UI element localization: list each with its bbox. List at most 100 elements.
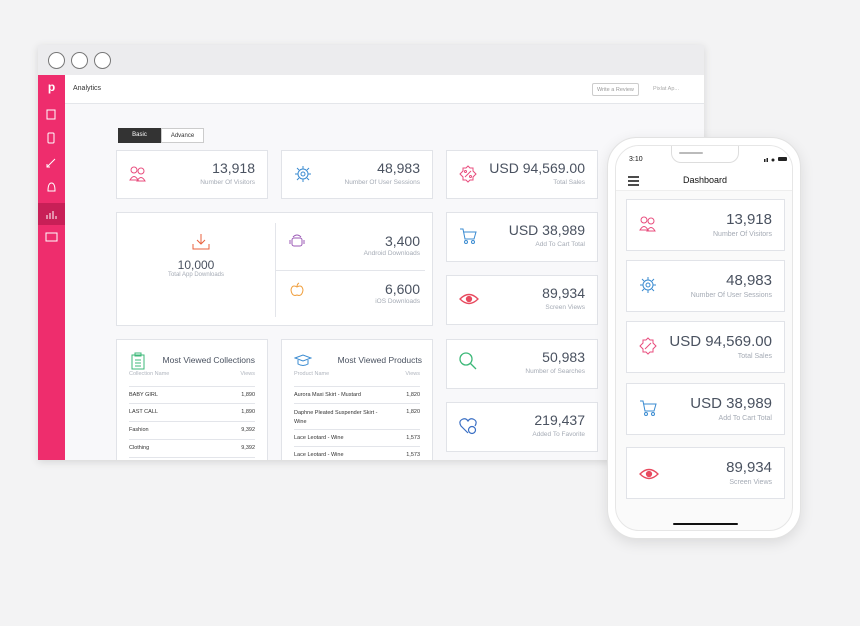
logo[interactable]: p [47,80,56,94]
icon [290,282,304,296]
column-header: Collection Name [129,371,170,377]
stat-value: USD 94,569.00 [669,333,772,350]
header: Analytics Write a Review Pixlat Ap... [65,75,704,104]
table-row: BABY GIRL 1,890 [129,386,255,398]
app-menu[interactable]: Pixlat Ap... [653,86,679,92]
stat-value: 219,437 [534,412,585,428]
stat-value: 3,400 [384,233,420,249]
table-title: Most Viewed Products [337,355,422,365]
icon [639,337,657,355]
icon [289,234,305,247]
icon [459,165,477,183]
stat-label: Total Sales [737,353,772,360]
table-row: Daphne Pleated Suspender Skirt - Wine 1,8… [294,403,420,427]
cell: Aurora Maxi Skirt - Mustard [294,392,361,398]
stat-card: USD 94,569.00 Total Sales [626,321,785,373]
cell: 1,890 [241,392,255,398]
icon [459,418,477,435]
stat-value: 13,918 [726,211,772,228]
stat-value: 50,983 [542,349,585,365]
menu-button[interactable] [628,176,640,186]
cell: 1,573 [406,435,420,441]
cell: LAST CALL [129,409,158,415]
cell: 1,890 [241,409,255,415]
stat-label: Number Of Visitors [713,231,772,238]
stat-card: 50,983 Number of Searches [446,339,598,389]
icon [295,166,311,182]
cell: Fashion [129,427,149,433]
cell: Lace Leotard - Wine [294,452,344,458]
stat-label: Android Downloads [363,250,420,257]
window-button[interactable] [48,52,65,69]
cell: BABY GIRL [129,392,158,398]
column-header: Product Name [294,371,330,377]
tab[interactable]: Basic [118,128,161,143]
stat-label: Number Of User Sessions [690,292,772,299]
icon [459,352,477,370]
column-header: Views [405,371,420,377]
stat-card: 13,918 Number Of Visitors [116,150,268,199]
icon [460,228,477,244]
stat-value: 89,934 [726,459,772,476]
icon [639,468,659,480]
cell: Lace Leotard - Wine [294,435,344,441]
page-title: Analytics [73,85,102,92]
stat-card: 219,437 Added To Favorite [446,402,598,452]
table-row: Fashion 9,392 [129,421,255,433]
table-row: Aurora Maxi Skirt - Mustard 1,820 [294,386,420,398]
stat-label: Number Of Visitors [200,179,255,186]
stat-value: 6,600 [384,281,420,297]
stat-value: 13,918 [212,160,255,176]
stat-label: Screen Views [545,304,585,311]
phone: 3:10 Dashboard 13,918 Number Of Visitors… [607,137,801,539]
products-table: Most Viewed Products Product Name Views … [281,339,433,460]
table-row: Clothing 9,392 [129,439,255,451]
icon [639,216,656,232]
cell: Daphne Pleated Suspender Skirt - Wine [294,410,378,425]
stat-value: 89,934 [542,285,585,301]
icon [131,352,145,370]
icon [640,400,657,416]
stat-label: Total Sales [553,179,585,186]
cell: 9,392 [241,445,255,451]
downloads-card: 10,000 Total App Downloads 3,400 Android… [116,212,433,326]
stat-label: iOS Downloads [375,298,420,305]
icon [640,277,656,293]
collections-table: Most Viewed Collections Collection Name … [116,339,268,460]
screen-title: Dashboard [682,175,728,185]
window-button[interactable] [71,52,88,69]
cell: Clothing [129,445,150,451]
browser-window: p Analytics Write a Review Pixlat Ap... … [38,45,704,460]
stat-label: Number Of User Sessions [344,179,421,186]
stat-value: 48,983 [377,160,420,176]
stat-label: Added To Favorite [532,431,585,438]
icon [294,354,312,366]
stat-value: 10,000 [177,258,215,272]
column-header: Views [240,371,255,377]
cell: 1,820 [406,392,420,398]
stat-card: 89,934 Screen Views [446,275,598,325]
review-button[interactable]: Write a Review [592,83,639,96]
stat-card: USD 38,989 Add To Cart Total [626,383,785,435]
stat-card: 48,983 Number Of User Sessions [281,150,433,199]
stat-label: Add To Cart Total [535,241,585,248]
icon [459,293,479,305]
window-button[interactable] [94,52,111,69]
sidebar-icons[interactable] [38,105,65,295]
stat-card: USD 38,989 Add To Cart Total [446,212,598,262]
cell: 9,392 [241,427,255,433]
tab[interactable]: Advance [161,128,204,143]
stat-card: 48,983 Number Of User Sessions [626,260,785,312]
stat-value: 48,983 [726,272,772,289]
title-bar [38,45,704,75]
stat-label: Screen Views [729,479,772,486]
status-time: 3:10 [629,156,643,163]
stat-value: USD 38,989 [508,222,585,238]
phone-screen: 3:10 Dashboard 13,918 Number Of Visitors… [615,145,793,531]
status-icons [764,157,787,162]
stat-label: Total App Downloads [167,272,225,278]
table-row: Lace Leotard - Wine 1,573 [294,429,420,441]
stat-label: Add To Cart Total [718,415,772,422]
stat-value: USD 38,989 [690,395,772,412]
